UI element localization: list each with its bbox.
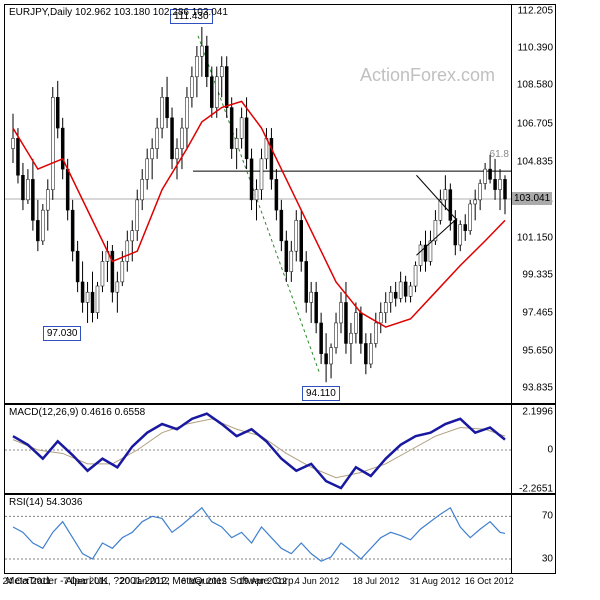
y-tick: 106.705 [517, 118, 553, 129]
footer-text: MetaTrader - Alpari UK, ?2001-2012, Meta… [6, 576, 296, 587]
fib-label: 61.8 [490, 149, 509, 160]
macd-y-axis: -2.265102.1996 [511, 405, 555, 493]
y-tick: 97.465 [522, 308, 553, 319]
y-tick: 0 [547, 445, 553, 456]
x-tick: 16 Oct 2012 [465, 576, 514, 586]
price-chart: EURJPY,Daily 102.962 103.180 102.286 103… [4, 4, 556, 404]
y-tick: 104.835 [517, 157, 553, 168]
y-tick: 30 [542, 554, 553, 565]
y-tick: 99.335 [522, 270, 553, 281]
chart-title: EURJPY,Daily 102.962 103.180 102.286 103… [9, 7, 228, 18]
y-tick: 2.1996 [522, 406, 553, 417]
rsi-y-axis: 30 70 [511, 495, 555, 573]
x-tick: 18 Jul 2012 [353, 576, 400, 586]
y-tick: 95.650 [522, 345, 553, 356]
x-tick: 4 Jun 2012 [295, 576, 340, 586]
rsi-chart: RSI(14) 54.3036 30 70 [4, 494, 556, 574]
y-tick: 70 [542, 511, 553, 522]
y-tick: 112.205 [518, 6, 553, 17]
x-tick: 31 Aug 2012 [410, 576, 461, 586]
current-price-badge: 103.041 [512, 192, 552, 205]
y-tick: 110.390 [518, 43, 553, 54]
y-tick: 93.835 [522, 382, 553, 393]
price-annotation: 94.110 [302, 386, 340, 401]
price-annotation: 97.030 [43, 326, 82, 341]
y-tick: 101.150 [517, 232, 553, 243]
macd-title: MACD(12,26,9) 0.4616 0.6558 [9, 407, 145, 418]
watermark: ActionForex.com [360, 65, 495, 86]
price-y-axis: 93.835 95.650 97.465 99.335 101.150 103.041 10… [511, 5, 555, 403]
rsi-title: RSI(14) 54.3036 [9, 497, 82, 508]
macd-chart: MACD(12,26,9) 0.4616 0.6558 -2.265102.19… [4, 404, 556, 494]
macd-svg [5, 405, 511, 493]
y-tick: 108.580 [517, 80, 553, 91]
macd-plot-area [5, 405, 511, 493]
